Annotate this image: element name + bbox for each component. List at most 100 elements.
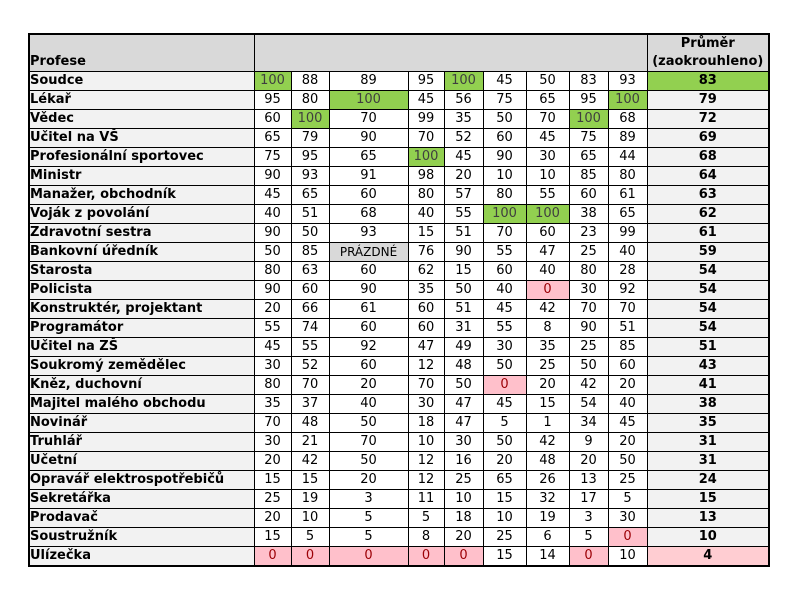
- score-cell: 90: [568, 318, 609, 338]
- score-cell: 47: [443, 413, 484, 433]
- score-cell: 47: [407, 337, 445, 357]
- average-cell: 64: [646, 166, 770, 186]
- score-cell: 20: [443, 166, 484, 186]
- score-cell: 92: [328, 337, 409, 357]
- score-cell: 95: [253, 90, 292, 110]
- profession-cell: Voják z povolání: [28, 204, 255, 224]
- profession-cell: Ulízečka: [28, 546, 255, 567]
- score-cell: 51: [290, 204, 330, 224]
- score-cell: 52: [290, 356, 330, 376]
- profession-cell: Policista: [28, 280, 255, 300]
- profession-cell: Soukromý zemědělec: [28, 356, 255, 376]
- average-cell: 54: [646, 318, 770, 338]
- average-cell: 15: [646, 489, 770, 509]
- score-cell: 89: [328, 71, 409, 91]
- score-cell: 30: [253, 356, 292, 376]
- score-cell: 99: [407, 109, 445, 129]
- score-cell: 70: [407, 128, 445, 148]
- score-cell: 18: [407, 413, 445, 433]
- score-cell: 50: [328, 413, 409, 433]
- score-cell: 25: [525, 356, 570, 376]
- table-body: Soudce 100 88 89 95 100 45 50 83 93 83 Lékař 95 80 100…: [28, 71, 770, 567]
- average-cell: 54: [646, 261, 770, 281]
- table-row: Učitel na ZŠ 45 55 92 47 49 30 35 25 85 51: [28, 337, 770, 357]
- score-cell: 0: [525, 280, 570, 300]
- score-cell: 20: [607, 432, 648, 452]
- score-cell: 45: [253, 337, 292, 357]
- table-row: Manažer, obchodník 45 65 60 80 57 80 55 60 61 63: [28, 185, 770, 205]
- score-cell: 15: [482, 546, 527, 567]
- score-cell: 100: [443, 71, 484, 91]
- score-cell: 40: [482, 280, 527, 300]
- average-cell: 13: [646, 508, 770, 528]
- score-cell: 90: [443, 242, 484, 262]
- score-cell: 12: [407, 451, 445, 471]
- score-cell: 28: [607, 261, 648, 281]
- score-cell: 70: [253, 413, 292, 433]
- profession-cell: Lékař: [28, 90, 255, 110]
- score-cell: 93: [290, 166, 330, 186]
- score-cell: 60: [482, 261, 527, 281]
- header-row: Profese Průměr (zaokrouhleno): [28, 33, 770, 72]
- score-cell: 90: [328, 128, 409, 148]
- score-cell: 100: [607, 90, 648, 110]
- profession-cell: Majitel malého obchodu: [28, 394, 255, 414]
- score-cell: 89: [607, 128, 648, 148]
- average-header: Průměr (zaokrouhleno): [646, 33, 770, 72]
- average-cell: 51: [646, 337, 770, 357]
- score-cell: 30: [482, 337, 527, 357]
- score-cell: 70: [568, 299, 609, 319]
- score-cell: 34: [568, 413, 609, 433]
- score-cell: 42: [525, 299, 570, 319]
- score-cell: 48: [443, 356, 484, 376]
- professions-table: Profese Průměr (zaokrouhleno) Soudce 100 8…: [28, 33, 771, 567]
- score-cell: 50: [328, 451, 409, 471]
- score-cell: 30: [407, 394, 445, 414]
- score-cell: 100: [482, 204, 527, 224]
- score-cell: 15: [290, 470, 330, 490]
- score-cell: 5: [568, 527, 609, 547]
- score-cell: 65: [525, 90, 570, 110]
- score-cell: 48: [290, 413, 330, 433]
- profession-cell: Programátor: [28, 318, 255, 338]
- score-cell: 51: [443, 223, 484, 243]
- table-row: Opravář elektrospotřebičů 15 15 20 12 25 65 26 1…: [28, 470, 770, 490]
- score-cell: 50: [482, 432, 527, 452]
- score-cell: 45: [407, 90, 445, 110]
- score-cell: 15: [407, 223, 445, 243]
- score-cell: 80: [290, 90, 330, 110]
- score-cell: 12: [407, 356, 445, 376]
- score-cell: 74: [290, 318, 330, 338]
- score-cell: 60: [328, 261, 409, 281]
- score-cell: 52: [443, 128, 484, 148]
- table-row: Učetní 20 42 50 12 16 20 48 20 50 31: [28, 451, 770, 471]
- profession-cell: Soudce: [28, 71, 255, 91]
- score-cell: 70: [328, 109, 409, 129]
- score-cell: 65: [482, 470, 527, 490]
- score-cell: 65: [568, 147, 609, 167]
- score-cell: 56: [443, 90, 484, 110]
- profession-cell: Profesionální sportovec: [28, 147, 255, 167]
- score-cell: 35: [407, 280, 445, 300]
- score-cell: 80: [568, 261, 609, 281]
- average-cell: 43: [646, 356, 770, 376]
- score-cell: 50: [482, 356, 527, 376]
- score-cell: 13: [568, 470, 609, 490]
- score-cell: 60: [407, 318, 445, 338]
- score-cell: 45: [607, 413, 648, 433]
- score-cell: 90: [253, 280, 292, 300]
- profession-cell: Kněz, duchovní: [28, 375, 255, 395]
- profession-cell: Vědec: [28, 109, 255, 129]
- score-cell: 60: [328, 356, 409, 376]
- score-cell: 21: [290, 432, 330, 452]
- profession-cell: Učitel na ZŠ: [28, 337, 255, 357]
- score-cell: 5: [607, 489, 648, 509]
- score-cell: 85: [290, 242, 330, 262]
- score-cell: 45: [525, 128, 570, 148]
- score-cell: 63: [290, 261, 330, 281]
- average-cell: 41: [646, 375, 770, 395]
- table-row: Profesionální sportovec 75 95 65 100 45 90 30 65…: [28, 147, 770, 167]
- profession-cell: Truhlář: [28, 432, 255, 452]
- score-cell: 50: [253, 242, 292, 262]
- score-cell: 95: [290, 147, 330, 167]
